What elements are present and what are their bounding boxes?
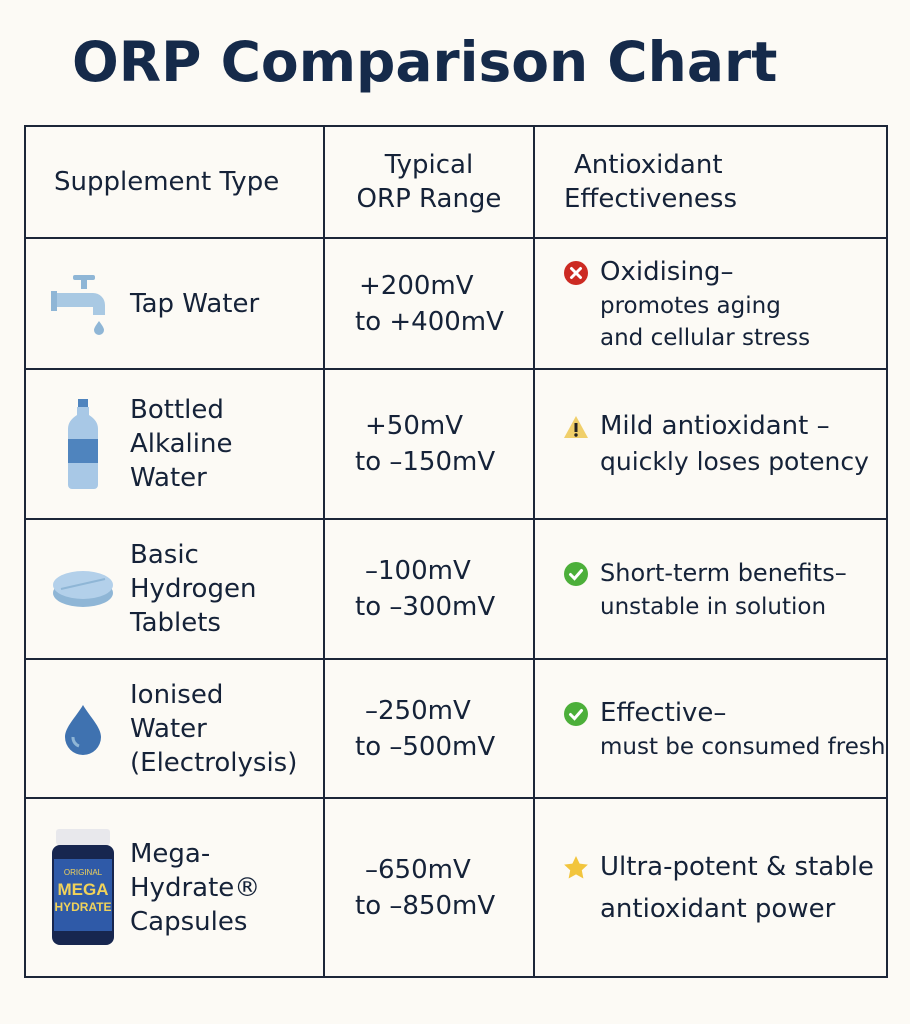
- tablet-icon: [48, 567, 118, 611]
- supplement-name: Water: [130, 713, 207, 744]
- effectiveness: Oxidising– promotes aging and cellular s…: [562, 239, 888, 368]
- header-line: Effectiveness: [564, 184, 737, 214]
- range-to: to +400mV: [355, 306, 504, 337]
- page-title: ORP Comparison Chart: [72, 30, 778, 94]
- supplement-name: Ionised: [130, 679, 224, 710]
- range-from: –250mV: [365, 695, 471, 726]
- header-line: ORP Range: [356, 184, 502, 214]
- effect-summary: Short-term benefits–: [600, 559, 847, 587]
- orp-comparison-table: Supplement Type Typical ORP Range Antiox…: [24, 125, 888, 978]
- table-row-mega-hydrate: ORIGINAL MEGA HYDRATE Mega- Hydrate® Capsule…: [48, 799, 323, 976]
- capsule-bottle-icon: ORIGINAL MEGA HYDRATE: [48, 828, 118, 947]
- supplement-name: (Electrolysis): [130, 747, 298, 778]
- row-divider: [26, 658, 886, 660]
- effect-summary: Oxidising–: [600, 256, 734, 287]
- orp-range: –650mV to –850mV: [325, 799, 533, 976]
- range-to: to –850mV: [355, 890, 496, 921]
- range-from: +200mV: [359, 270, 474, 301]
- supplement-name: Capsules: [130, 906, 248, 937]
- supplement-name: Basic: [130, 540, 199, 570]
- effect-detail: quickly loses potency: [600, 447, 869, 476]
- header-effectiveness: Antioxidant Effectiveness: [564, 127, 884, 237]
- header-orp-range: Typical ORP Range: [325, 127, 533, 237]
- effectiveness: Effective– must be consumed fresh: [562, 660, 888, 797]
- warning-icon: [564, 416, 588, 438]
- supplement-name: Alkaline: [130, 429, 233, 459]
- orp-range: –250mV to –500mV: [325, 660, 533, 797]
- effectiveness: Ultra-potent & stable antioxidant power: [562, 799, 888, 976]
- water-bottle-icon: [48, 399, 118, 489]
- header-supplement-type: Supplement Type: [54, 167, 280, 197]
- effect-summary: Mild antioxidant –: [600, 411, 830, 441]
- effect-detail: and cellular stress: [600, 324, 811, 351]
- effect-summary: Ultra-potent & stable: [600, 851, 874, 882]
- range-from: –100mV: [365, 556, 471, 586]
- table-row-bottled-alkaline: Bottled Alkaline Water: [48, 370, 323, 518]
- logo-text: HYDRATE: [54, 900, 111, 914]
- star-icon: [564, 855, 588, 878]
- row-divider: [26, 237, 886, 239]
- supplement-name: Bottled: [130, 395, 224, 425]
- header-line: Antioxidant: [574, 150, 723, 180]
- range-to: to –300mV: [355, 592, 496, 622]
- table-row-ionised-water: Ionised Water (Electrolysis): [48, 660, 323, 797]
- effectiveness: Short-term benefits– unstable in solutio…: [562, 520, 888, 658]
- range-from: +50mV: [365, 411, 463, 441]
- supplement-name: Tap Water: [130, 288, 260, 319]
- effect-detail: unstable in solution: [600, 594, 827, 620]
- range-from: –650mV: [365, 854, 471, 885]
- check-icon: [564, 562, 588, 586]
- effect-summary: Effective–: [600, 697, 727, 728]
- orp-range: –100mV to –300mV: [325, 520, 533, 658]
- logo-text: MEGA: [58, 880, 109, 899]
- effectiveness: Mild antioxidant – quickly loses potency: [562, 370, 888, 518]
- table-row-tap-water: Tap Water: [48, 239, 323, 368]
- column-divider: [323, 127, 325, 976]
- water-drop-icon: [48, 703, 118, 755]
- supplement-name: Hydrate®: [130, 872, 261, 903]
- supplement-name: Water: [130, 463, 207, 493]
- supplement-name: Mega-: [130, 838, 211, 869]
- supplement-name: Tablets: [130, 608, 221, 638]
- check-icon: [564, 701, 588, 726]
- faucet-icon: [48, 269, 118, 339]
- row-divider: [26, 797, 886, 799]
- error-x-icon: [564, 260, 588, 285]
- range-to: to –150mV: [355, 447, 496, 477]
- table-row-hydrogen-tablets: Basic Hydrogen Tablets: [48, 520, 323, 658]
- row-divider: [26, 368, 886, 370]
- row-divider: [26, 518, 886, 520]
- range-to: to –500mV: [355, 731, 496, 762]
- effect-detail: must be consumed fresh: [600, 733, 886, 760]
- column-divider: [533, 127, 535, 976]
- effect-detail: promotes aging: [600, 292, 781, 319]
- logo-text: ORIGINAL: [64, 868, 103, 877]
- orp-range: +200mV to +400mV: [325, 239, 533, 368]
- effect-detail: antioxidant power: [600, 893, 836, 924]
- header-line: Typical: [384, 150, 474, 180]
- orp-range: +50mV to –150mV: [325, 370, 533, 518]
- supplement-name: Hydrogen: [130, 574, 257, 604]
